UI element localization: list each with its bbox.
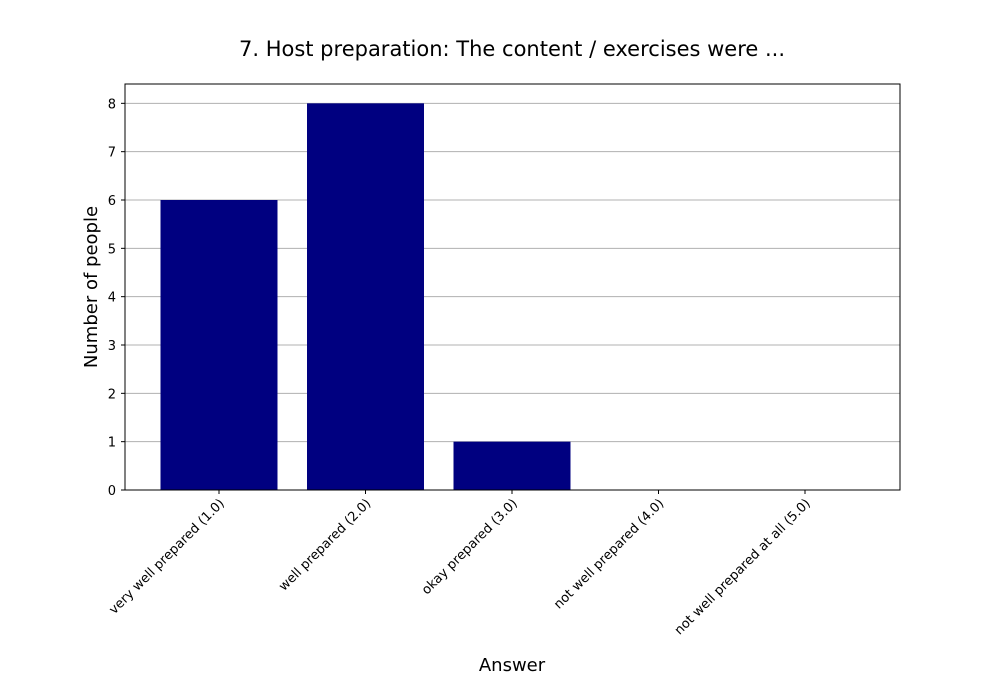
y-tick-label-6: 6 — [108, 194, 116, 209]
bar-1 — [160, 200, 278, 490]
y-axis-ticks: 0 1 2 3 4 5 6 7 8 — [108, 97, 125, 499]
y-tick-label-4: 4 — [108, 291, 116, 306]
bar-3 — [453, 441, 571, 490]
x-tick-label-4: not well prepared (4.0) — [551, 496, 667, 612]
x-tick-label-1: very well prepared (1.0) — [106, 496, 227, 617]
y-tick-label-8: 8 — [108, 97, 116, 112]
y-tick-label-3: 3 — [108, 339, 116, 354]
y-axis-label: Number of people — [81, 206, 102, 368]
y-tick-label-0: 0 — [108, 484, 116, 499]
y-tick-label-7: 7 — [108, 146, 116, 161]
x-axis-ticks: very well prepared (1.0) well prepared (2… — [106, 490, 814, 638]
bar-2 — [307, 103, 424, 490]
y-tick-label-1: 1 — [108, 436, 116, 451]
y-tick-label-5: 5 — [108, 242, 116, 257]
x-tick-label-5: not well prepared at all (5.0) — [672, 496, 814, 638]
x-tick-label-2: well prepared (2.0) — [276, 496, 374, 594]
y-tick-label-2: 2 — [108, 387, 116, 402]
chart-title: 7. Host preparation: The content / exerc… — [239, 37, 785, 61]
bars — [160, 103, 571, 490]
x-axis-label: Answer — [479, 655, 546, 676]
x-tick-label-3: okay prepared (3.0) — [419, 496, 521, 598]
